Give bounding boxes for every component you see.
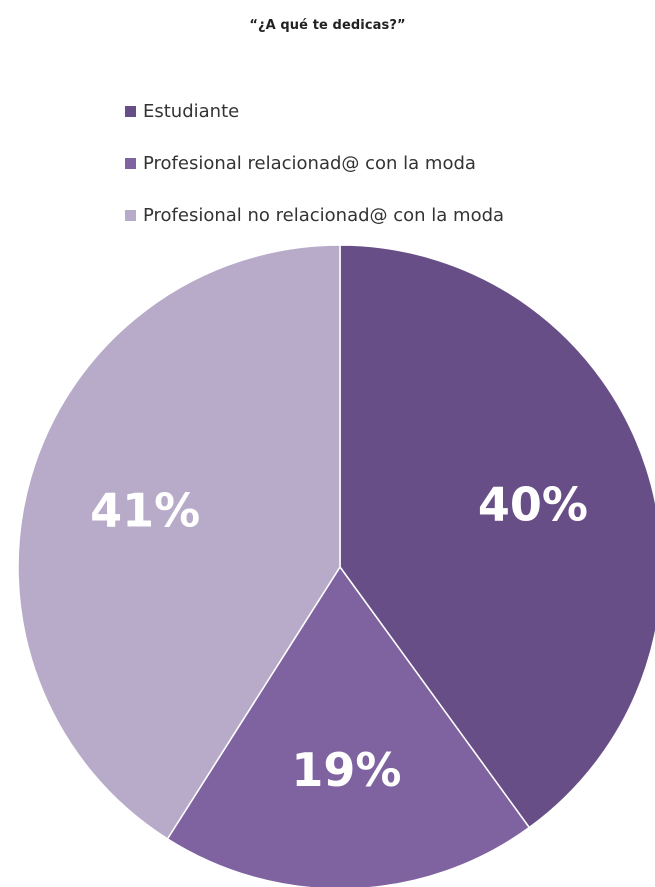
slice-profesional-no-moda xyxy=(17,244,341,840)
chart-title: “¿A qué te dedicas?” xyxy=(249,18,406,33)
legend-label-profesional-moda: Profesional relacionad@ con la moda xyxy=(143,152,476,174)
slice-profesional-moda xyxy=(166,565,531,887)
legend-label-profesional-no-moda: Profesional no relacionad@ con la moda xyxy=(143,204,505,226)
legend-swatch-profesional-moda xyxy=(125,157,136,169)
pie-labels: 40% 19% 41% xyxy=(90,477,588,797)
legend: Estudiante Profesional relacionad@ con l… xyxy=(125,85,504,241)
legend-label-estudiante: Estudiante xyxy=(143,100,240,122)
pie-slices xyxy=(17,244,655,887)
legend-item-profesional-moda: Profesional relacionad@ con la moda xyxy=(125,137,504,189)
legend-item-profesional-no-moda: Profesional no relacionad@ con la moda xyxy=(125,189,504,241)
label-estudiante: 40% xyxy=(478,477,588,531)
legend-item-estudiante: Estudiante xyxy=(125,85,504,137)
label-profesional-no-moda: 41% xyxy=(90,483,200,537)
slice-estudiante xyxy=(339,244,655,829)
legend-swatch-profesional-no-moda xyxy=(125,209,136,221)
legend-swatch-estudiante xyxy=(125,105,136,117)
label-profesional-moda: 19% xyxy=(291,743,401,797)
